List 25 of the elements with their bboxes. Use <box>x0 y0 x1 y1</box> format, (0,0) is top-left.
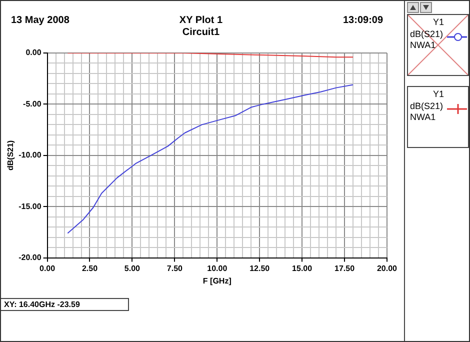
x-tick-label: 17.50 <box>334 264 356 273</box>
x-tick-label: 7.50 <box>166 264 184 273</box>
x-tick-label: 10.00 <box>207 264 228 273</box>
x-tick-label: 2.50 <box>82 264 98 273</box>
x-tick-label: 15.00 <box>292 264 313 273</box>
y-tick-label: -15.00 <box>18 202 42 211</box>
x-tick-label: 0.00 <box>39 264 56 273</box>
y-tick-label: 0.00 <box>26 48 42 58</box>
text: 13:09:09 <box>343 15 384 26</box>
chart-subtitle: Circuit1 <box>181 27 221 39</box>
x-tick-label: 5.00 <box>124 264 141 273</box>
text: 13 May 2008 <box>11 15 70 26</box>
chart-title: XY Plot 1 <box>179 15 223 26</box>
legend-label: dB(S21) NWA1 <box>410 101 444 123</box>
y-axis-title: dB(S21) <box>6 140 16 171</box>
y-tick-label: -5.00 <box>23 99 42 108</box>
x-axis-title: F [GHz] <box>202 276 232 286</box>
y-tick-label: -20.00 <box>18 253 42 262</box>
x-tick-label: 20.00 <box>376 264 398 273</box>
legend-label: dB(S21) NWA1 <box>410 29 444 51</box>
x-tick-label: 12.50 <box>250 264 270 273</box>
text: Y1 <box>432 17 444 27</box>
text: XY: 16.40GHz -23.59 <box>0 298 129 311</box>
text: Y1 <box>432 89 444 99</box>
y-tick-label: -10.00 <box>18 150 42 160</box>
